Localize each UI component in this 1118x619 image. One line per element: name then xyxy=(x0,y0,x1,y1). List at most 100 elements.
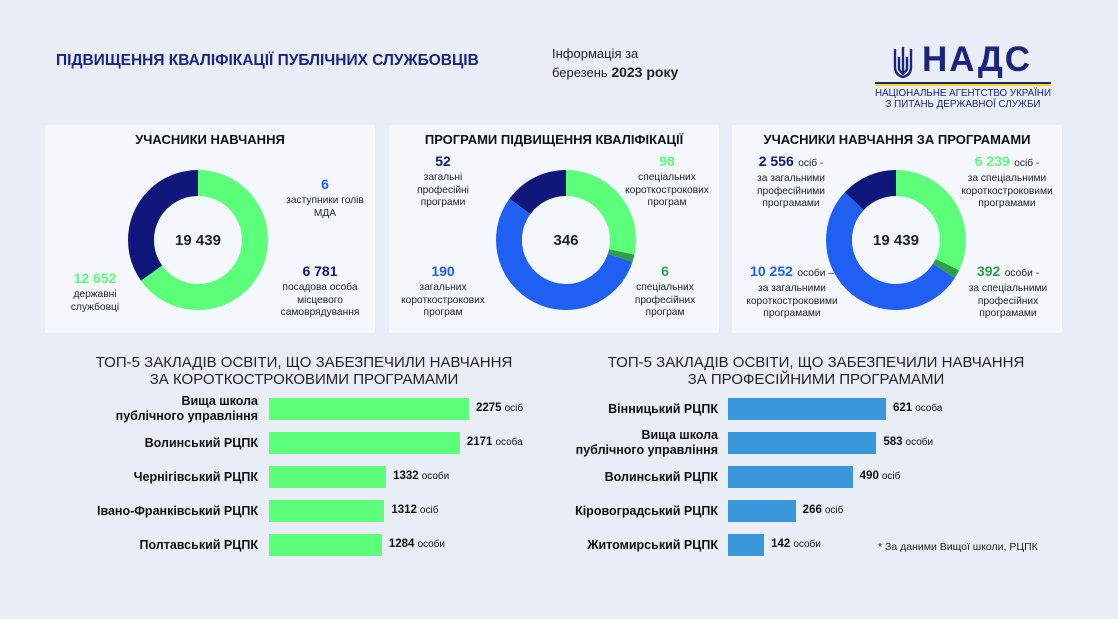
bar xyxy=(728,466,853,488)
page-title: ПІДВИЩЕННЯ КВАЛІФІКАЦІЇ ПУБЛІЧНИХ СЛУЖБО… xyxy=(56,52,479,69)
label-general-prof-participants: 2 556 осіб - за загальними професійними пр… xyxy=(736,153,846,211)
desc-general-short: загальних короткострокових програм xyxy=(401,282,485,318)
bar-category-label: Полтавський РЦПК xyxy=(139,537,258,552)
bar-category-label: Івано-Франківський РЦПК xyxy=(96,503,258,518)
desc-general-short-participants: за загальними короткостроковими програмами xyxy=(746,283,838,319)
top5-prof-title-line2: ЗА ПРОФЕСІЙНИМИ ПРОГРАМАМИ xyxy=(687,371,945,388)
bar-value-label: 621 особа xyxy=(893,402,943,414)
logo-subtitle-line2: З ПИТАНЬ ДЕРЖАВНОЇ СЛУЖБИ xyxy=(885,99,1041,110)
top5-short-title-line1: ТОП-5 ЗАКЛАДІВ ОСВІТИ, ЩО ЗАБЕЗПЕЧИЛИ НА… xyxy=(95,354,513,371)
bar xyxy=(728,432,877,454)
card-programs: ПРОГРАМИ ПІДВИЩЕННЯ КВАЛІФІКАЦІЇ 346 52 … xyxy=(389,125,719,333)
bar xyxy=(269,534,382,556)
value-general-short: 190 xyxy=(431,263,455,279)
donut-slice-1 xyxy=(128,170,268,310)
value-deputy-heads: 6 xyxy=(321,176,329,192)
trident-icon xyxy=(893,47,913,79)
desc-local-officials: посадова особа місцевого самоврядування xyxy=(280,282,360,318)
value-general-short-participants: 10 252 xyxy=(750,263,793,279)
bar xyxy=(728,500,796,522)
bar-category-label: Кіровоградський РЦПК xyxy=(575,503,718,518)
bar-category-label: Вища школа публічного управління xyxy=(115,394,258,423)
bar-value-label: 1284 особи xyxy=(388,538,446,550)
card-participants-by-program: УЧАСНИКИ НАВЧАННЯ ЗА ПРОГРАМАМИ 19 439 2… xyxy=(732,125,1062,333)
bar-value-label: 266 осіб xyxy=(802,504,844,516)
report-period-year: 2023 року xyxy=(611,64,679,80)
bar-category-label: Вища школа публічного управління xyxy=(575,428,718,457)
logo-stripe-yellow xyxy=(875,84,1051,86)
bar xyxy=(269,432,460,454)
card-title: УЧАСНИКИ НАВЧАННЯ ЗА ПРОГРАМАМИ xyxy=(763,132,1031,147)
logo-stripe-blue xyxy=(875,82,1051,84)
donut-chart-programs xyxy=(496,170,636,310)
report-period-line1: Інформація за xyxy=(552,46,639,61)
value-general-prof: 52 xyxy=(435,153,451,169)
bar-value-label: 2171 особа xyxy=(466,436,523,448)
donut-slice-3 xyxy=(826,170,966,310)
label-general-short-participants: 10 252 особи – за загальними короткострок… xyxy=(734,263,850,321)
bar xyxy=(728,398,886,420)
label-local-officials: 6 781 посадова особа місцевого самоврядува… xyxy=(271,263,369,320)
value-local-officials: 6 781 xyxy=(302,263,338,279)
donut-center-total: 19 439 xyxy=(175,232,221,249)
report-period: Інформація за березень 2023 року xyxy=(552,45,678,82)
label-special-prof: 6 спеціальних професійних програм xyxy=(625,263,705,320)
value-special-short: 98 xyxy=(659,153,675,169)
card-title: ПРОГРАМИ ПІДВИЩЕННЯ КВАЛІФІКАЦІЇ xyxy=(424,132,684,147)
value-special-short-participants: 6 239 xyxy=(974,153,1010,169)
top5-short-title: ТОП-5 ЗАКЛАДІВ ОСВІТИ, ЩО ЗАБЕЗПЕЧИЛИ НА… xyxy=(60,354,548,388)
top5-prof-title-line1: ТОП-5 ЗАКЛАДІВ ОСВІТИ, ЩО ЗАБЕЗПЕЧИЛИ НА… xyxy=(607,354,1025,371)
logo-subtitle: НАЦІОНАЛЬНЕ АГЕНТСТВО УКРАЇНИ З ПИТАНЬ Д… xyxy=(868,88,1058,110)
desc-special-short: спеціальних короткострокових програм xyxy=(625,172,709,208)
value-general-prof-participants: 2 556 xyxy=(758,153,794,169)
report-period-month: березень xyxy=(552,65,608,80)
logo-subtitle-line1: НАЦІОНАЛЬНЕ АГЕНТСТВО УКРАЇНИ xyxy=(874,88,1052,99)
donut-slice-2 xyxy=(496,170,636,310)
desc-civil-servants: державні службовці xyxy=(70,289,120,313)
bar-value-label: 2275 осіб xyxy=(476,402,524,414)
label-special-short-participants: 6 239 осіб - за спеціальними короткострок… xyxy=(954,153,1060,211)
bar xyxy=(269,500,385,522)
bar-chart-short: Вища школа публічного управління 2275 осіб В… xyxy=(40,390,560,565)
label-civil-servants: 12 652 державні службовці xyxy=(59,270,131,314)
card-participants: УЧАСНИКИ НАВЧАННЯ 19 439 6 заступники го… xyxy=(45,125,375,333)
value-special-prof-participants: 392 xyxy=(976,263,1001,279)
bar xyxy=(269,466,387,488)
bar-value-label: 142 особи xyxy=(771,538,821,550)
footnote: * За даними Вищої школи, РЦПК xyxy=(878,541,1038,553)
bar-category-label: Волинський РЦПК xyxy=(604,469,718,484)
desc-deputy-heads: заступники голів МДА xyxy=(286,195,364,219)
donut-chart-participants xyxy=(128,170,268,310)
desc-special-prof: спеціальних професійних програм xyxy=(634,282,696,318)
value-civil-servants: 12 652 xyxy=(73,270,117,286)
logo-wordmark: НАДС xyxy=(922,40,1033,79)
bar-category-label: Волинський РЦПК xyxy=(144,435,258,450)
desc-general-prof-participants: за загальними професійними програмами xyxy=(757,173,825,209)
bar xyxy=(269,398,469,420)
bar-value-label: 1332 особи xyxy=(393,470,450,482)
bar-category-label: Чернігівський РЦПК xyxy=(133,469,258,484)
card-title: УЧАСНИКИ НАВЧАННЯ xyxy=(135,132,285,147)
desc-general-prof: загальні професійні програми xyxy=(417,172,469,208)
label-special-prof-participants: 392 особи - за спеціальними професійних пр… xyxy=(958,263,1058,321)
label-general-short: 190 загальних короткострокових програм xyxy=(393,263,493,320)
bar-value-label: 583 особи xyxy=(883,436,934,448)
bar-category-label: Житомирський РЦПК xyxy=(587,537,718,552)
donut-center-total: 19 439 xyxy=(873,232,919,249)
bar-chart-prof: Вінницький РЦПК 621 особа Вища школа публічн… xyxy=(508,390,1028,565)
bar-value-label: 1312 осіб xyxy=(391,504,439,516)
desc-special-prof-participants: за спеціальними професійних програмами xyxy=(968,283,1048,319)
value-special-prof: 6 xyxy=(661,263,669,279)
donut-slice-2 xyxy=(826,170,966,310)
top5-short-title-line2: ЗА КОРОТКОСТРОКОВИМИ ПРОГРАМАМИ xyxy=(149,371,459,388)
label-general-prof: 52 загальні професійні програми xyxy=(401,153,485,210)
donut-chart-participants-by-program xyxy=(826,170,966,310)
bar-category-label: Вінницький РЦПК xyxy=(608,401,718,416)
label-special-short: 98 спеціальних короткострокових програм xyxy=(619,153,715,210)
desc-special-short-participants: за спеціальними короткостроковими програма… xyxy=(961,173,1053,209)
bar xyxy=(728,534,765,556)
donut-center-total: 346 xyxy=(553,232,579,249)
donut-slice-3 xyxy=(496,170,636,310)
bar-value-label: 490 осіб xyxy=(859,470,901,482)
top5-prof-title: ТОП-5 ЗАКЛАДІВ ОСВІТИ, ЩО ЗАБЕЗПЕЧИЛИ НА… xyxy=(572,354,1060,388)
